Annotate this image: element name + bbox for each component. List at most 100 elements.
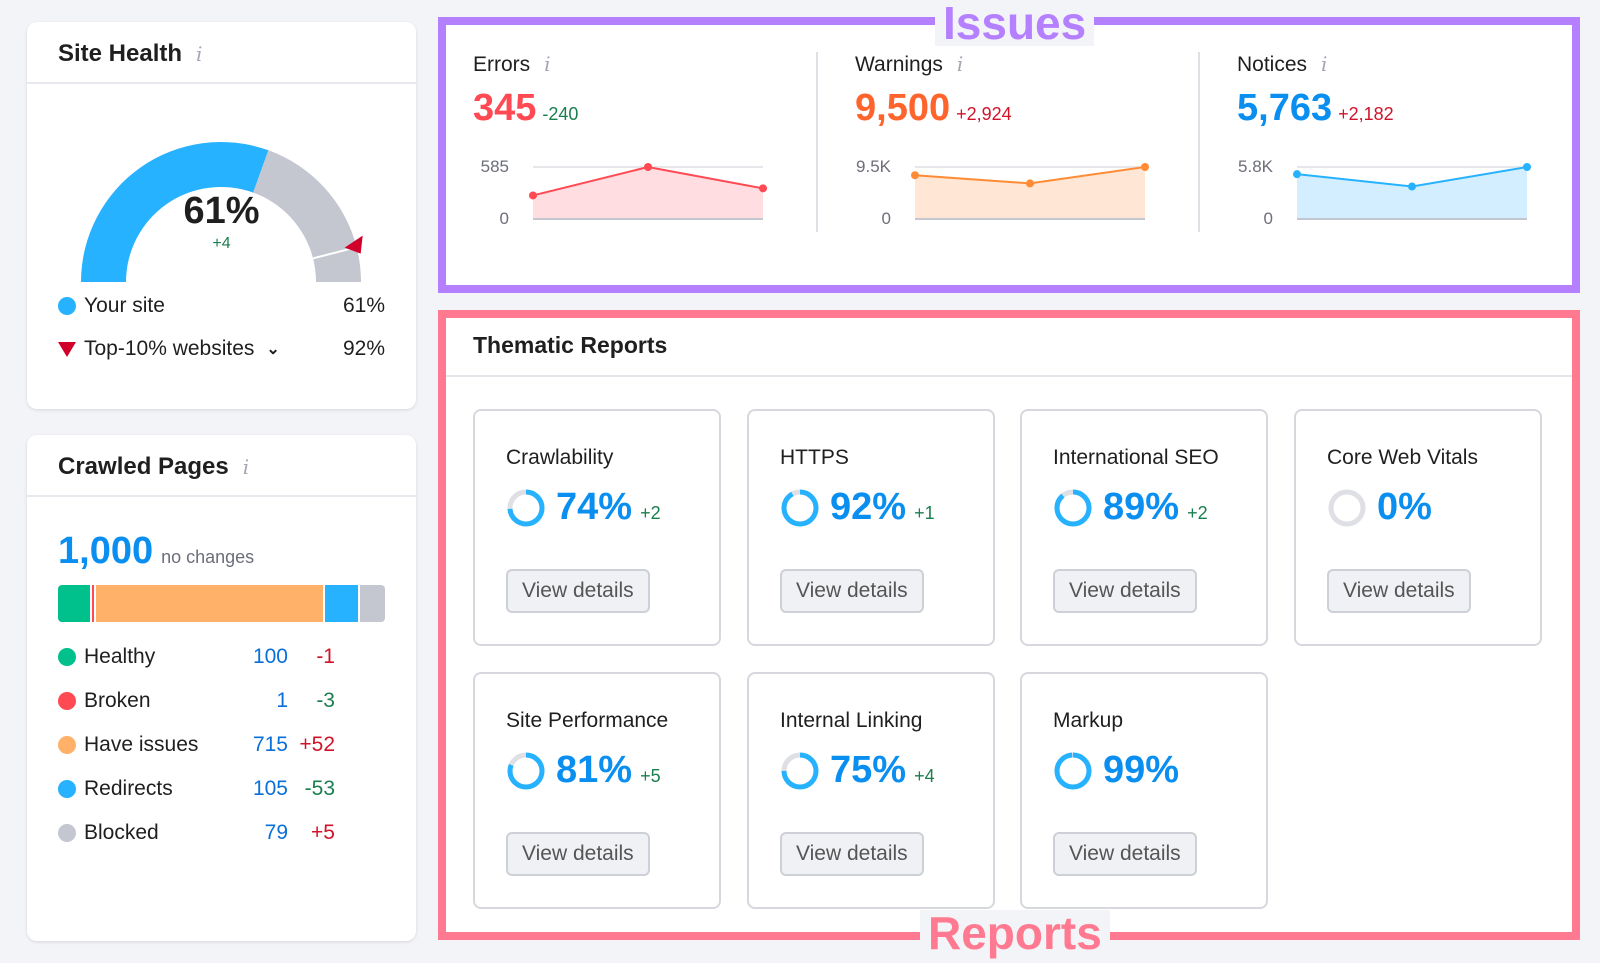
report-score: 75%: [830, 749, 907, 791]
bar-segment-broken[interactable]: [91, 585, 95, 622]
sparkline-point[interactable]: [1523, 163, 1531, 171]
status-dot: [58, 648, 76, 666]
y-min-label: 0: [500, 209, 509, 228]
issue-sparkline: 585 0: [481, 157, 767, 228]
crawled-row[interactable]: Healthy 100 -1: [58, 645, 385, 669]
report-card-internal-linking[interactable]: Internal Linking 75% +4 View details: [747, 672, 995, 909]
report-card-site-performance[interactable]: Site Performance 81% +5 View details: [473, 672, 721, 909]
view-details-button[interactable]: View details: [1053, 569, 1197, 613]
status-dot: [58, 736, 76, 754]
site-health-card: Site Health i 61% +4 Your site 61% Top-10%…: [27, 22, 416, 409]
row-value[interactable]: 715: [252, 733, 288, 756]
legend-value: 61%: [342, 294, 385, 317]
sparkline-area: [1297, 167, 1527, 219]
issue-count[interactable]: 5,763: [1237, 87, 1333, 129]
report-delta: +4: [914, 766, 935, 786]
report-card-markup[interactable]: Markup 99% View details: [1020, 672, 1268, 909]
your-site-dot: [58, 297, 76, 315]
y-min-label: 0: [882, 209, 891, 228]
view-details-button[interactable]: View details: [506, 569, 650, 613]
crawled-pages-header: Crawled Pages i: [27, 435, 416, 497]
progress-ring-icon: [781, 752, 819, 789]
bar-segment-blocked[interactable]: [359, 585, 385, 622]
y-max-label: 9.5K: [856, 157, 892, 176]
crawled-row[interactable]: Blocked 79 +5: [58, 821, 385, 845]
row-value[interactable]: 1: [276, 689, 288, 712]
issue-count[interactable]: 9,500: [855, 87, 951, 129]
report-name[interactable]: International SEO: [1053, 446, 1219, 469]
row-label: Have issues: [84, 733, 199, 756]
view-details-button[interactable]: View details: [1053, 832, 1197, 876]
bar-segment-healthy[interactable]: [58, 585, 90, 622]
view-details-button[interactable]: View details: [780, 832, 924, 876]
crawled-row[interactable]: Have issues 715 +52: [58, 733, 385, 757]
legend-label: Your site: [84, 294, 165, 317]
bar-segment-redirects[interactable]: [324, 585, 358, 622]
row-value[interactable]: 100: [252, 645, 288, 668]
row-delta: +52: [299, 733, 335, 756]
crawled-row[interactable]: Broken 1 -3: [58, 689, 385, 713]
sparkline-point[interactable]: [644, 163, 652, 171]
row-delta: -1: [316, 645, 335, 668]
crawled-total: 1,000 no changes: [58, 530, 254, 573]
report-score: 99%: [1103, 749, 1180, 791]
report-name[interactable]: Crawlability: [506, 446, 614, 469]
progress-ring-icon: [507, 489, 545, 526]
report-name[interactable]: Site Performance: [506, 709, 669, 732]
view-details-button[interactable]: View details: [780, 569, 924, 613]
info-icon[interactable]: i: [1321, 52, 1328, 76]
row-value[interactable]: 105: [252, 777, 288, 800]
issue-count[interactable]: 345: [473, 87, 537, 129]
y-min-label: 0: [1264, 209, 1273, 228]
total-note: no changes: [161, 547, 255, 567]
report-name[interactable]: Internal Linking: [780, 709, 923, 732]
health-score: 61%: [183, 190, 260, 232]
info-icon[interactable]: i: [242, 455, 250, 479]
report-card-crawlability[interactable]: Crawlability 74% +2 View details: [473, 409, 721, 646]
issue-sparkline: 9.5K 0: [856, 157, 1149, 228]
report-delta: +2: [1187, 503, 1208, 523]
legend-top10[interactable]: Top-10% websites ⌄ 92%: [58, 337, 385, 361]
issues-frame-label: Issues: [935, 0, 1095, 46]
view-details-button[interactable]: View details: [1327, 569, 1471, 613]
sparkline-area: [915, 167, 1145, 219]
total-value[interactable]: 1,000: [58, 530, 154, 572]
info-icon[interactable]: i: [956, 52, 964, 76]
report-name[interactable]: HTTPS: [780, 446, 849, 469]
report-card-international-seo[interactable]: International SEO 89% +2 View details: [1020, 409, 1268, 646]
report-score: 89%: [1103, 486, 1180, 528]
issue-delta: +2,182: [1338, 104, 1394, 124]
info-icon[interactable]: i: [544, 52, 551, 76]
sparkline-point[interactable]: [1141, 163, 1149, 171]
report-score: 92%: [830, 486, 907, 528]
row-value[interactable]: 79: [264, 821, 288, 844]
sparkline-point[interactable]: [529, 191, 537, 200]
report-name[interactable]: Core Web Vitals: [1327, 446, 1478, 469]
issue-warnings[interactable]: Warnings i 9,500 +2,924: [855, 52, 1195, 130]
report-name[interactable]: Markup: [1053, 709, 1124, 732]
chevron-down-icon[interactable]: ⌄: [266, 341, 280, 358]
info-icon[interactable]: i: [196, 42, 203, 66]
sparkline-point[interactable]: [759, 184, 767, 193]
sparkline-point[interactable]: [1408, 182, 1416, 191]
issue-errors[interactable]: Errors i 345 -240: [473, 52, 813, 130]
report-card-core-web-vitals[interactable]: Core Web Vitals 0% View details: [1294, 409, 1542, 646]
crawled-row[interactable]: Redirects 105 -53: [58, 777, 385, 801]
status-dot: [58, 824, 76, 842]
issue-notices[interactable]: Notices i 5,763 +2,182: [1237, 52, 1577, 130]
sparkline-point[interactable]: [1026, 179, 1034, 188]
sparkline-point[interactable]: [911, 171, 919, 180]
issue-divider: [1198, 52, 1200, 232]
sparkline-area: [533, 167, 763, 219]
issue-sparkline: 5.8K 0: [1238, 157, 1531, 228]
view-details-button[interactable]: View details: [506, 832, 650, 876]
report-card-https[interactable]: HTTPS 92% +1 View details: [747, 409, 995, 646]
y-max-label: 5.8K: [1238, 157, 1274, 176]
issue-divider: [816, 52, 818, 232]
bar-segment-have-issues[interactable]: [96, 585, 323, 622]
gauge-gap: [253, 150, 357, 259]
report-delta: +5: [640, 766, 661, 786]
reports-divider: [446, 375, 1572, 377]
benchmark-marker: [344, 235, 363, 254]
sparkline-point[interactable]: [1293, 170, 1301, 179]
